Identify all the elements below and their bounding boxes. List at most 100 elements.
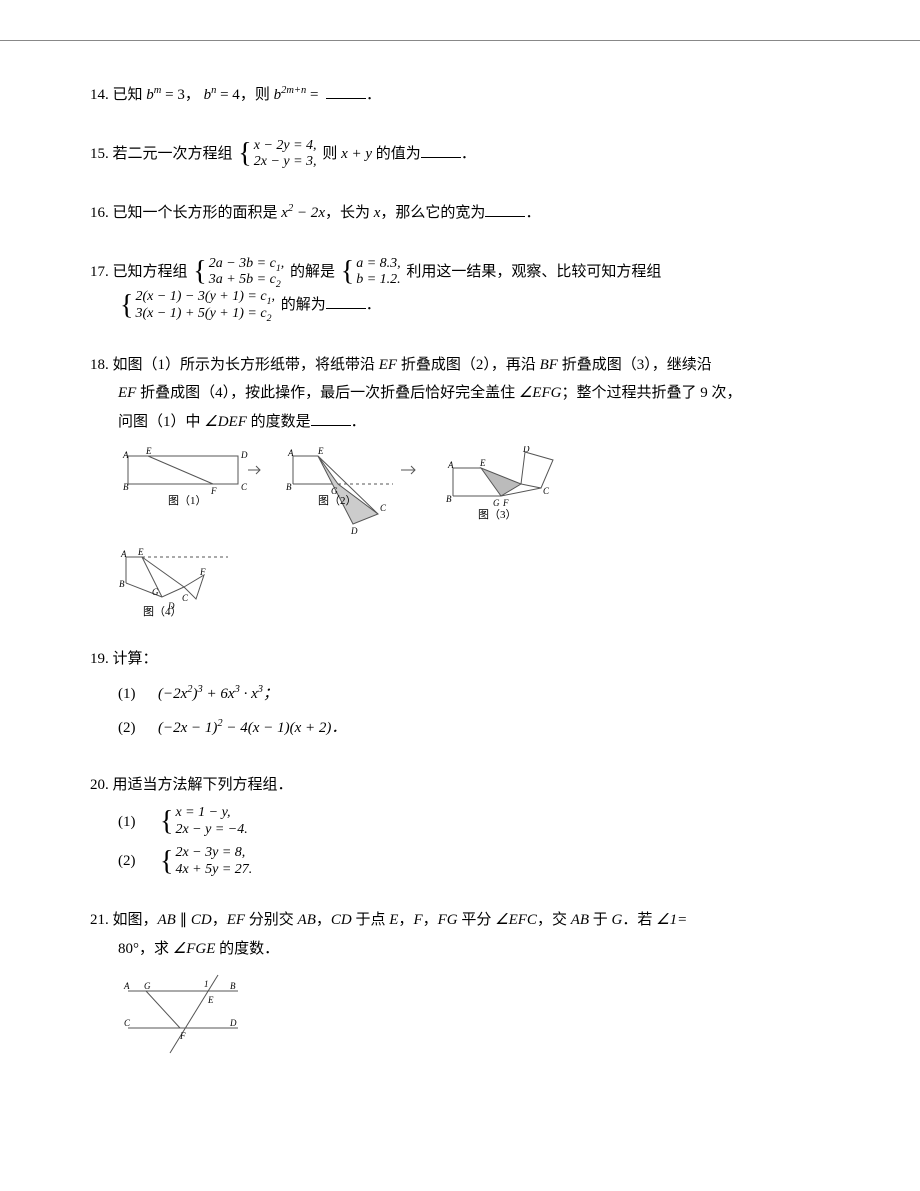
eq-line: x − 2y = 4, <box>254 138 317 155</box>
eq-line: b = 1.2. <box>356 272 400 289</box>
problem-18-figures: AED BFC 图（1） <box>118 446 830 617</box>
math-expr: ∠EFC <box>495 912 537 928</box>
problem-21-figure: AG 1 B E CD F <box>118 973 830 1068</box>
text: ． <box>525 205 540 221</box>
math-var: AB <box>158 912 176 928</box>
svg-text:A: A <box>120 549 127 559</box>
sub-item: (1) { x = 1 − y, 2x − y = −4. <box>118 805 830 839</box>
math-var: EF <box>379 357 397 373</box>
text: 的度数． <box>215 941 279 957</box>
math-expr: x2 − 2x <box>281 205 325 221</box>
eq-line: 3(x − 1) + 5(y + 1) = c2 <box>135 306 275 323</box>
text: ，那么它的宽为 <box>380 205 485 221</box>
math-var: FG <box>438 912 458 928</box>
math-var: CD <box>191 912 212 928</box>
svg-text:D: D <box>522 446 530 454</box>
math-var: CD <box>331 912 352 928</box>
svg-text:1: 1 <box>204 979 209 989</box>
svg-text:C: C <box>380 503 387 513</box>
text: 的值为 <box>376 146 421 162</box>
problem-number: 16. <box>90 205 109 221</box>
math-expr: ∠1= <box>656 912 687 928</box>
figure-21: AG 1 B E CD F <box>118 973 268 1068</box>
sub-item: (2) (−2x − 1)2 − 4(x − 1)(x + 2)． <box>118 714 830 743</box>
equation-system: { 2(x − 1) − 3(y + 1) = c1, 3(x − 1) + 5… <box>120 289 275 323</box>
text: ， <box>316 912 331 928</box>
problem-21: 21. 如图，AB ∥ CD，EF 分别交 AB，CD 于点 E，F，FG 平分… <box>90 906 830 1068</box>
problem-number: 15. <box>90 146 109 162</box>
text: 的解为 <box>281 297 326 313</box>
math-var: EF <box>118 385 136 401</box>
svg-text:G: G <box>493 498 500 508</box>
svg-text:A: A <box>123 981 130 991</box>
sub-number: (1) <box>118 808 158 837</box>
text: 如图， <box>113 912 158 928</box>
eq-line: 4x + 5y = 27. <box>175 862 252 879</box>
svg-text:C: C <box>124 1018 131 1028</box>
text: 计算： <box>113 651 158 667</box>
text: 问图（1）中 <box>118 414 204 430</box>
answer-blank <box>326 293 366 309</box>
math-expr: ∠DEF <box>204 414 247 430</box>
problem-number: 17. <box>90 264 109 280</box>
eq-line: 3a + 5b = c2 <box>209 272 285 289</box>
problem-15: 15. 若二元一次方程组 { x − 2y = 4, 2x − y = 3, 则… <box>90 138 830 172</box>
text: 折叠成图（2），再沿 <box>397 357 540 373</box>
math-expr: bm = 3 <box>146 87 185 103</box>
svg-text:D: D <box>350 526 358 536</box>
problem-number: 20. <box>90 777 109 793</box>
problem-19: 19. 计算： (1) (−2x2)3 + 6x3 · x3； (2) (−2x… <box>90 645 830 743</box>
svg-text:C: C <box>543 486 550 496</box>
math-expr: bn = 4 <box>204 87 240 103</box>
svg-text:E: E <box>145 446 152 456</box>
math-expr: (−2x − 1)2 − 4(x − 1)(x + 2)． <box>158 714 346 743</box>
svg-text:G: G <box>152 587 159 597</box>
text: 如图（1）所示为长方形纸带，将纸带沿 <box>113 357 379 373</box>
text: 若二元一次方程组 <box>113 146 237 162</box>
math-expr: x + y <box>341 146 372 162</box>
eq-line: 2x − y = −4. <box>175 822 247 839</box>
text: 分别交 <box>245 912 298 928</box>
text: ． <box>366 87 381 103</box>
eq-line: a = 8.3, <box>356 256 400 273</box>
text: 已知一个长方形的面积是 <box>113 205 282 221</box>
equation-system: { x − 2y = 4, 2x − y = 3, <box>238 138 316 172</box>
svg-text:E: E <box>207 995 214 1005</box>
equation-system: { 2a − 3b = c1, 3a + 5b = c2 <box>193 256 284 290</box>
sub-number: (2) <box>118 714 158 743</box>
figure-caption: 图（3） <box>478 508 517 521</box>
math-var: AB <box>298 912 316 928</box>
text: ． <box>366 297 381 313</box>
math-expr: b2m+n = <box>274 87 319 103</box>
eq-line: x = 1 − y, <box>175 805 247 822</box>
text: 平分 <box>458 912 496 928</box>
text: 则 <box>322 146 341 162</box>
text: ，交 <box>537 912 571 928</box>
math-var: BF <box>540 357 558 373</box>
equation-system: { 2x − 3y = 8, 4x + 5y = 27. <box>160 845 252 879</box>
math-expr: (−2x2)3 + 6x3 · x3； <box>158 680 278 709</box>
problem-number: 18. <box>90 357 109 373</box>
svg-text:G: G <box>144 981 151 991</box>
svg-text:E: E <box>479 458 486 468</box>
sub-number: (1) <box>118 680 158 709</box>
text: ， <box>212 912 227 928</box>
equation-system: { a = 8.3, b = 1.2. <box>341 256 401 290</box>
equation-system: { x = 1 − y, 2x − y = −4. <box>160 805 248 839</box>
text: 于 <box>589 912 612 928</box>
svg-text:A: A <box>447 460 454 470</box>
math-expr: ∠FGE <box>173 941 216 957</box>
svg-text:B: B <box>446 494 452 504</box>
svg-text:E: E <box>137 547 144 557</box>
svg-text:F: F <box>199 567 206 577</box>
svg-text:B: B <box>119 579 125 589</box>
problem-14: 14. 已知 bm = 3， bn = 4，则 b2m+n = ． <box>90 81 830 110</box>
eq-line: 2a − 3b = c1, <box>209 256 285 273</box>
sub-item: (2) { 2x − 3y = 8, 4x + 5y = 27. <box>118 845 830 879</box>
figure-4: AE BG CDF 图（4） <box>118 547 248 617</box>
svg-text:E: E <box>317 446 324 456</box>
figure-caption: 图（4） <box>143 605 182 617</box>
problem-number: 21. <box>90 912 109 928</box>
math-var: EF <box>227 912 245 928</box>
text: 利用这一结果，观察、比较可知方程组 <box>406 264 661 280</box>
